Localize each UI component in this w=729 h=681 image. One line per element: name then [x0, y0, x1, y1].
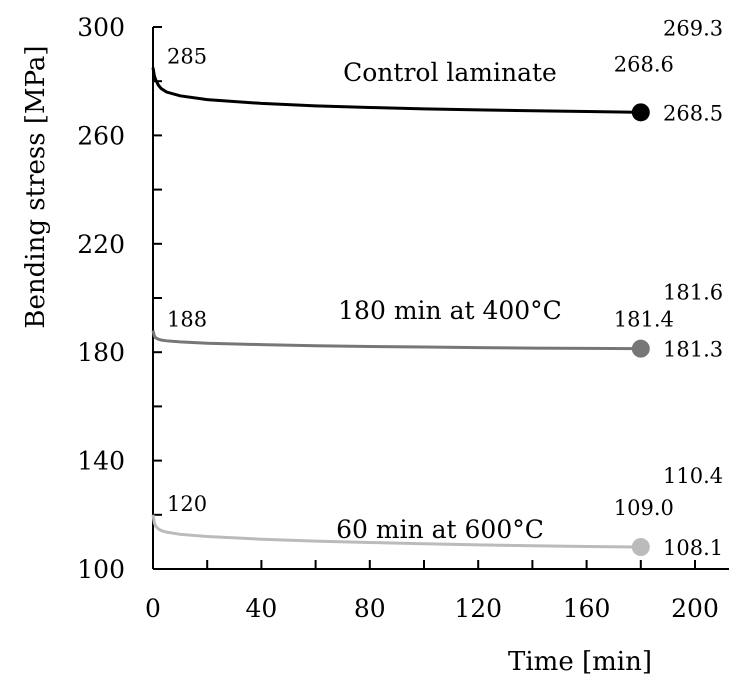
axes: 100 140 180 220 260 300 0 40 80 120 160 200 — [77, 13, 729, 623]
y-tick-label: 180 — [77, 338, 125, 367]
y-ticks: 100 140 180 220 260 300 — [77, 13, 162, 584]
series-name-label: 180 min at 400°C — [338, 296, 562, 325]
end-value-label-3: 108.1 — [663, 536, 723, 560]
y-tick-label: 220 — [77, 230, 125, 259]
end-value-label-2: 268.6 — [614, 52, 674, 76]
y-tick-label: 100 — [77, 555, 125, 584]
x-tick-label: 160 — [563, 594, 611, 623]
series-name-label: Control laminate — [343, 58, 557, 87]
series-2: 188 180 min at 400°C 181.6 181.4 181.3 — [151, 281, 723, 362]
series-1: 285 Control laminate 269.3 268.6 268.5 — [151, 16, 723, 125]
y-tick-label: 260 — [77, 121, 125, 150]
series-layer: 285 Control laminate 269.3 268.6 268.5 188 180… — [151, 16, 723, 560]
initial-value-label: 285 — [167, 45, 207, 69]
series-name-label: 60 min at 600°C — [336, 515, 544, 544]
x-axis-title: Time [min] — [508, 647, 652, 677]
end-value-label-2: 109.0 — [614, 496, 674, 520]
end-value-label-2: 181.4 — [614, 308, 674, 332]
y-tick-label: 140 — [77, 447, 125, 476]
x-tick-label: 80 — [354, 594, 386, 623]
x-tick-label: 200 — [671, 594, 719, 623]
series-line — [151, 67, 641, 114]
x-tick-label: 40 — [245, 594, 277, 623]
series-line — [151, 514, 641, 549]
y-axis-title: Bending stress [MPa] — [21, 45, 51, 328]
end-value-label-3: 181.3 — [663, 338, 723, 362]
end-marker — [631, 103, 650, 122]
end-marker — [631, 538, 650, 557]
x-tick-label: 0 — [145, 594, 161, 623]
end-marker — [631, 339, 650, 358]
y-tick-label: 300 — [77, 13, 125, 42]
x-tick-label: 120 — [454, 594, 502, 623]
series-line — [151, 330, 641, 351]
initial-value-label: 188 — [167, 308, 207, 332]
x-ticks: 0 40 80 120 160 200 — [145, 560, 719, 623]
end-value-label-1: 110.4 — [663, 464, 723, 488]
series-3: 120 60 min at 600°C 110.4 109.0 108.1 — [151, 464, 723, 560]
end-value-label-1: 181.6 — [663, 281, 723, 305]
end-value-label-1: 269.3 — [663, 16, 723, 40]
end-value-label-3: 268.5 — [663, 101, 723, 125]
initial-value-label: 120 — [167, 492, 207, 516]
